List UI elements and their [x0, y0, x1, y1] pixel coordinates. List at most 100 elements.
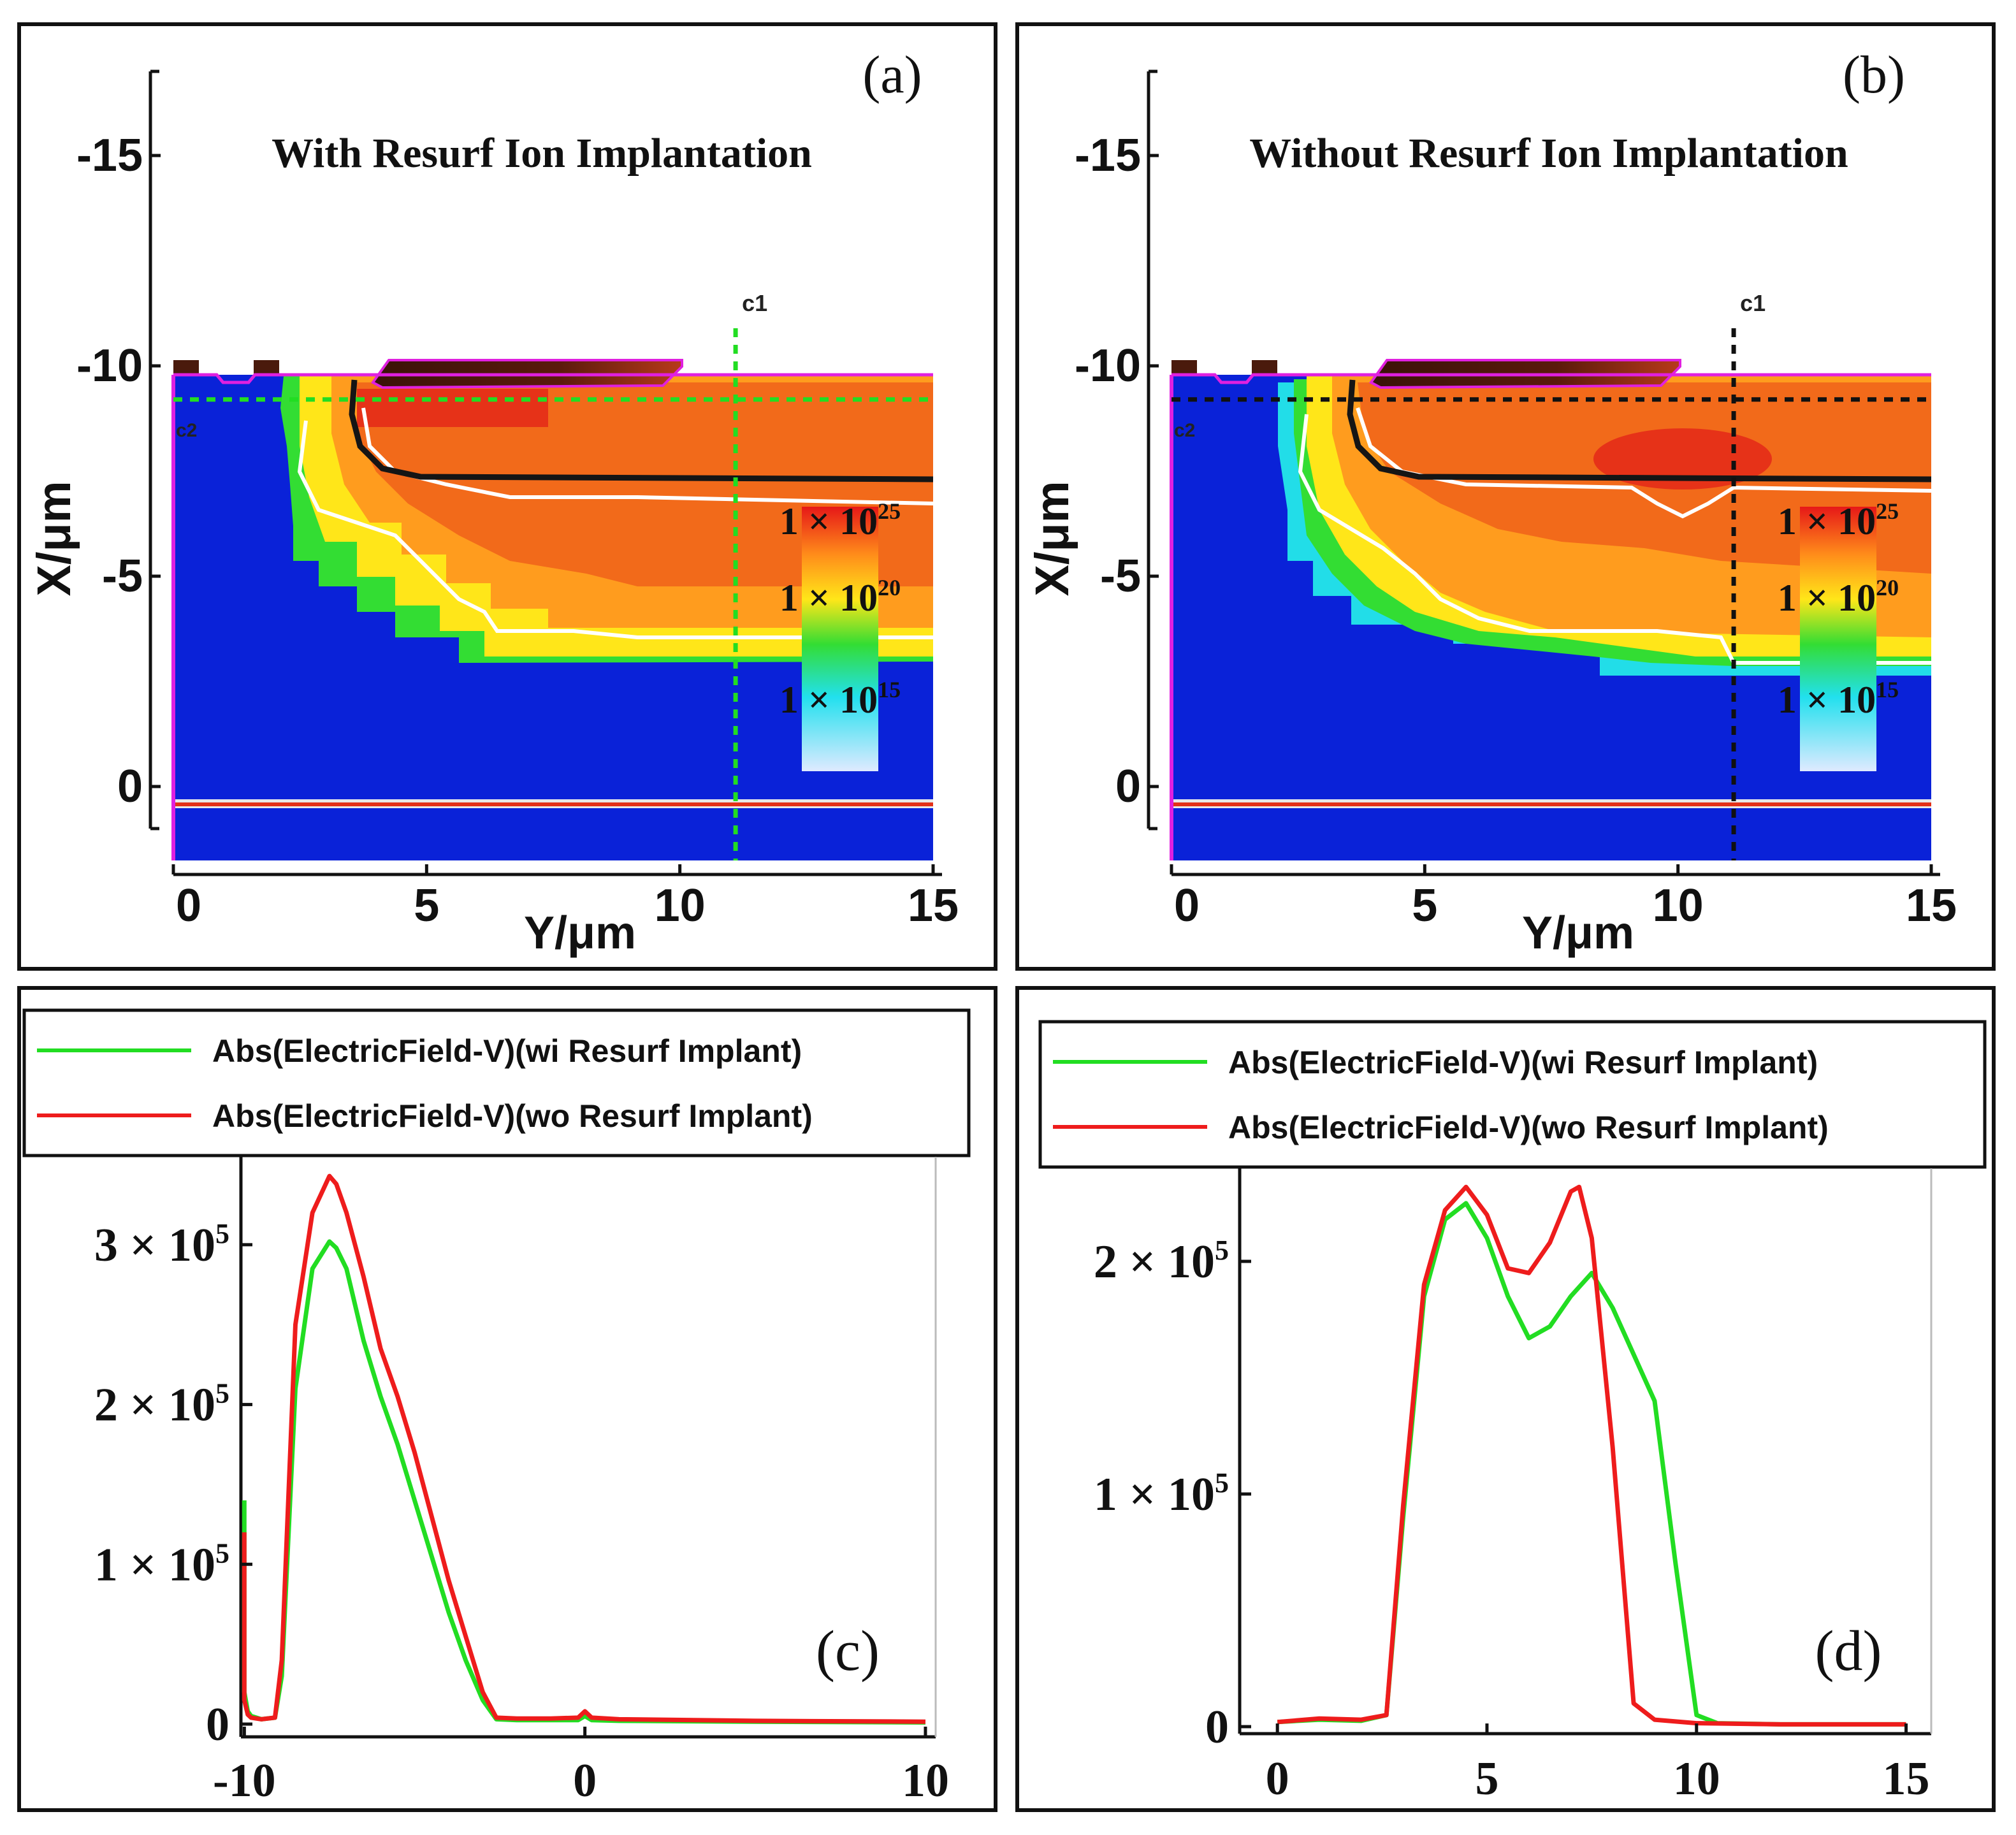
series-line-wo-resurf — [1277, 1184, 1906, 1727]
y-tick-label: -5 — [102, 551, 143, 602]
x-tick-label: 10 — [655, 880, 706, 931]
colorbar-label-exponent: 25 — [878, 498, 901, 524]
x-tick-label: 5 — [1475, 1753, 1498, 1805]
x-axis-label: Y/μm — [1522, 908, 1634, 959]
y-axis-ticks: -15 -10 -5 0 — [1075, 130, 1159, 812]
y-tick-label: 0 — [117, 761, 143, 812]
x-tick-label: 5 — [1412, 880, 1437, 931]
y-tick-label: 3 × 105 — [94, 1218, 229, 1272]
panel-label: (a) — [862, 45, 922, 105]
x-tick-label: 15 — [908, 880, 959, 931]
cutlines: c1 c2 — [173, 290, 933, 860]
colorbar-label-base: 1 × 10 — [780, 577, 878, 619]
legend-box — [1038, 1020, 1987, 1169]
x-axis-ticks: -10 0 10 — [213, 1727, 949, 1807]
x-axis-ticks: 0 5 10 15 — [171, 864, 959, 931]
colorbar-label-exponent: 20 — [1876, 575, 1899, 600]
y-tick-label-base: 2 × 10 — [94, 1379, 215, 1432]
colorbar-label-exponent: 15 — [1876, 677, 1899, 702]
series-layer — [1277, 1184, 1906, 1727]
contact-source — [1171, 360, 1197, 374]
junction-contour-outer — [297, 420, 933, 639]
panel-frame-a — [17, 22, 997, 971]
colorbar-label-exponent: 25 — [1876, 498, 1899, 524]
colorbar-label-base: 1 × 10 — [1778, 679, 1876, 721]
colorbar-label: 1 × 1015 — [1778, 677, 1899, 721]
junction-contour-outer — [1298, 414, 1931, 665]
colorbar-label-exponent: 20 — [878, 575, 901, 600]
buried-layer-core — [173, 802, 933, 806]
legend-entry-red: Abs(ElectricField-V)(wo Resurf Implant) — [1228, 1110, 1829, 1145]
legend: Abs(ElectricField-V)(wi Resurf Implant) … — [1038, 1020, 1987, 1169]
panel-frame-c — [17, 986, 997, 1812]
y-tick-label: -5 — [1100, 551, 1141, 602]
panel-title: Without Resurf Ion Implantation — [1249, 130, 1848, 177]
cutline-label-c2: c2 — [176, 420, 197, 441]
y-tick-label-exponent: 5 — [1215, 1235, 1229, 1266]
panel-label: (b) — [1843, 45, 1905, 105]
surface-metal — [1171, 373, 1931, 384]
panel-label: (c) — [816, 1620, 880, 1683]
y-axis-label: X/μm — [27, 481, 80, 597]
y-axis-ticks: 0 1 × 105 2 × 105 3 × 105 — [94, 1218, 252, 1751]
series-layer — [242, 1173, 926, 1725]
y-tick-label: 2 × 105 — [1094, 1235, 1229, 1288]
panel-d-electric-field-plot: Abs(ElectricField-V)(wi Resurf Implant) … — [1038, 1020, 1987, 1805]
y-tick-label: 0 — [206, 1699, 229, 1751]
legend: Abs(ElectricField-V)(wi Resurf Implant) … — [22, 1008, 971, 1157]
legend-entry-green: Abs(ElectricField-V)(wi Resurf Implant) — [1228, 1045, 1818, 1080]
panel-b-doping-map: -15 -10 -5 0 0 5 10 15 (b) Without Resurf Ion … — [1026, 45, 1957, 959]
x-axis-ticks: 0 5 10 15 — [1170, 864, 1957, 931]
metallurgical-junction — [349, 379, 934, 482]
y-axis-label: X/μm — [1026, 481, 1078, 597]
axis-frame — [1147, 69, 1940, 876]
x-tick-label: 15 — [1883, 1753, 1930, 1805]
colorbar-label-exponent: 15 — [878, 677, 901, 702]
device-cross-section — [171, 359, 934, 860]
y-tick-label-base: 0 — [1205, 1701, 1229, 1753]
y-tick-label: 1 × 105 — [94, 1537, 229, 1591]
surface-metal — [173, 373, 933, 384]
y-tick-label-base: 1 × 10 — [1094, 1469, 1215, 1521]
axis-frame — [149, 69, 942, 876]
contact-source — [173, 360, 199, 374]
panel-a-doping-map: -15 -10 -5 0 0 5 10 15 (a) With Resurf Ion Imp… — [27, 45, 959, 959]
x-axis-label: Y/μm — [524, 908, 636, 959]
y-tick-label: -10 — [1075, 340, 1141, 391]
legend-box — [22, 1008, 971, 1157]
x-tick-label: 10 — [902, 1755, 949, 1807]
y-tick-label: -15 — [76, 130, 143, 181]
y-tick-label-base: 2 × 10 — [1094, 1236, 1215, 1288]
colorbar-label-base: 1 × 10 — [1778, 577, 1876, 619]
doping-region-dark-orange — [357, 382, 933, 586]
cutline-label-c1: c1 — [1740, 290, 1766, 316]
colorbar-label: 1 × 1025 — [1778, 498, 1899, 542]
colorbar-label: 1 × 1025 — [780, 498, 901, 542]
x-tick-label: 0 — [1174, 880, 1200, 931]
x-tick-label: 0 — [573, 1755, 597, 1807]
series-line-wo-resurf — [242, 1173, 926, 1724]
y-tick-label-exponent: 5 — [1215, 1467, 1229, 1498]
buried-layer-core — [1171, 802, 1931, 806]
colorbar-label: 1 × 1015 — [780, 677, 901, 721]
plot-frame — [239, 1157, 937, 1739]
y-tick-label: -10 — [76, 340, 143, 391]
junction-contour-inner — [1356, 407, 1932, 519]
x-tick-label: 15 — [1906, 880, 1957, 931]
y-tick-label: -15 — [1075, 130, 1141, 181]
doping-region-red-core — [1593, 428, 1772, 490]
panel-c-electric-field-plot: Abs(ElectricField-V)(wi Resurf Implant) … — [22, 1008, 971, 1807]
legend-entry-red: Abs(ElectricField-V)(wo Resurf Implant) — [212, 1098, 813, 1134]
y-tick-label: 0 — [1205, 1701, 1229, 1753]
y-axis-ticks: -15 -10 -5 0 — [76, 130, 161, 812]
x-axis-ticks: 0 5 10 15 — [1266, 1723, 1930, 1805]
y-tick-label-base: 1 × 10 — [94, 1539, 215, 1591]
x-tick-label: 10 — [1653, 880, 1704, 931]
cutline-label-c1: c1 — [742, 290, 767, 316]
colorbar-labels: 1 × 1025 1 × 1020 1 × 1015 — [780, 498, 901, 721]
device-cross-section — [1170, 359, 1932, 860]
panel-title: With Resurf Ion Implantation — [272, 130, 812, 177]
series-line-wi-resurf — [1277, 1201, 1906, 1727]
y-tick-label: 2 × 105 — [94, 1378, 229, 1432]
